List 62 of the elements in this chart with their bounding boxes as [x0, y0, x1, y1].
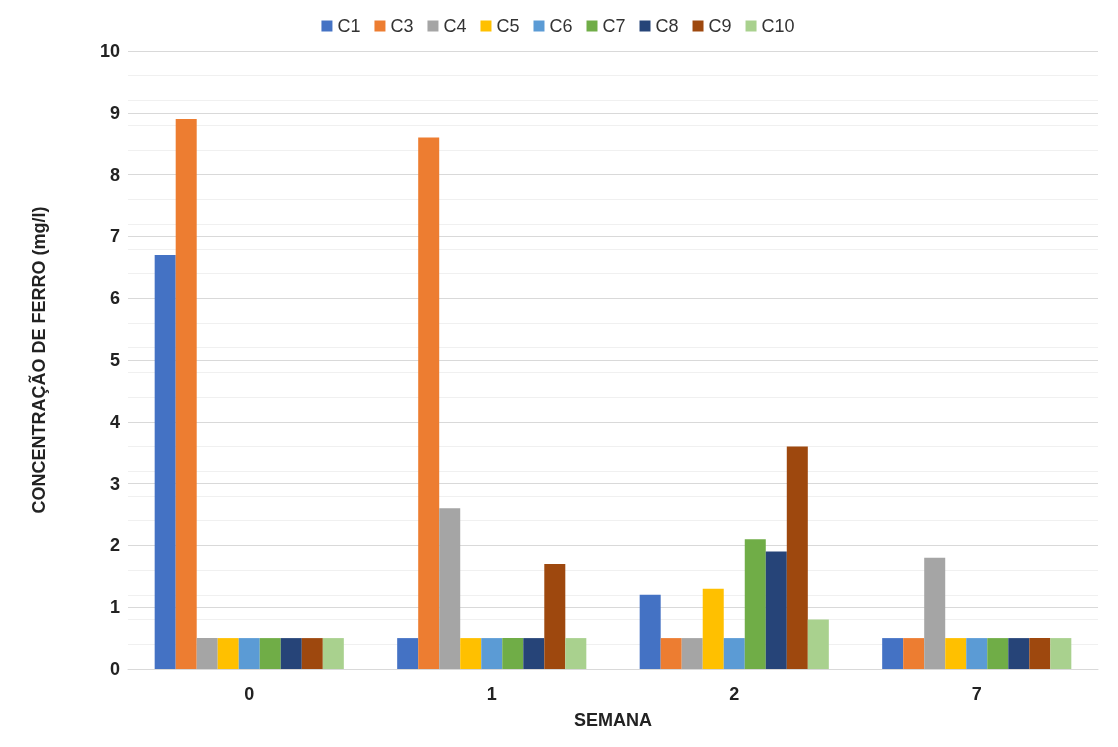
bar	[460, 638, 482, 669]
y-tick-label: 8	[109, 164, 120, 185]
y-tick-label: 10	[99, 41, 120, 61]
y-tick-label: 9	[109, 102, 120, 123]
bar	[217, 638, 239, 669]
legend-label: C10	[761, 16, 795, 36]
bar	[154, 254, 176, 669]
legend-label: C5	[496, 16, 520, 36]
y-tick-label: 1	[109, 597, 120, 618]
legend-label: C3	[390, 16, 414, 36]
bar	[807, 619, 829, 669]
y-tick-label: 5	[109, 350, 120, 370]
y-tick-label: 2	[109, 535, 120, 556]
bar	[439, 508, 461, 669]
x-axis-title: SEMANA	[573, 710, 653, 730]
bar	[945, 638, 967, 669]
y-axis-title: CONCENTRAÇÃO DE FERRO (mg/l)	[28, 206, 49, 514]
bar	[397, 638, 419, 669]
bar	[966, 638, 988, 669]
bar	[196, 638, 218, 669]
x-tick-label: 7	[971, 684, 982, 704]
bar	[238, 638, 260, 669]
y-tick-label: 0	[109, 659, 120, 679]
legend-label: C8	[655, 16, 679, 36]
y-tick-label: 3	[109, 473, 120, 494]
bar	[744, 539, 766, 669]
y-tick-label: 4	[109, 411, 120, 432]
bar	[1008, 638, 1030, 669]
legend-label: C7	[602, 16, 626, 36]
legend-label: C6	[549, 16, 573, 36]
legend-label: C9	[708, 16, 732, 36]
bar	[639, 594, 661, 669]
bar	[175, 118, 197, 669]
y-tick-label: 6	[109, 288, 120, 309]
bar	[301, 638, 323, 669]
legend-label: C1	[337, 16, 361, 36]
bar	[1050, 638, 1072, 669]
x-tick-label: 0	[244, 684, 255, 704]
bar	[786, 446, 808, 669]
bar	[702, 588, 724, 669]
bar	[544, 563, 566, 669]
x-tick-label: 1	[486, 684, 497, 704]
bar	[765, 551, 787, 669]
bar	[523, 638, 545, 669]
bar	[924, 557, 946, 669]
bar	[1029, 638, 1051, 669]
bar	[903, 638, 925, 669]
bar	[418, 137, 440, 669]
bar	[660, 638, 682, 669]
bar	[280, 638, 302, 669]
bar	[322, 638, 344, 669]
x-tick-label: 2	[729, 684, 740, 704]
bar	[723, 638, 745, 669]
bar	[259, 638, 281, 669]
legend-label: C4	[443, 16, 467, 36]
bar	[681, 638, 703, 669]
bar	[481, 638, 503, 669]
y-tick-label: 7	[109, 226, 120, 247]
bar	[502, 638, 524, 669]
bar	[565, 638, 587, 669]
bar	[882, 638, 904, 669]
bar	[987, 638, 1009, 669]
